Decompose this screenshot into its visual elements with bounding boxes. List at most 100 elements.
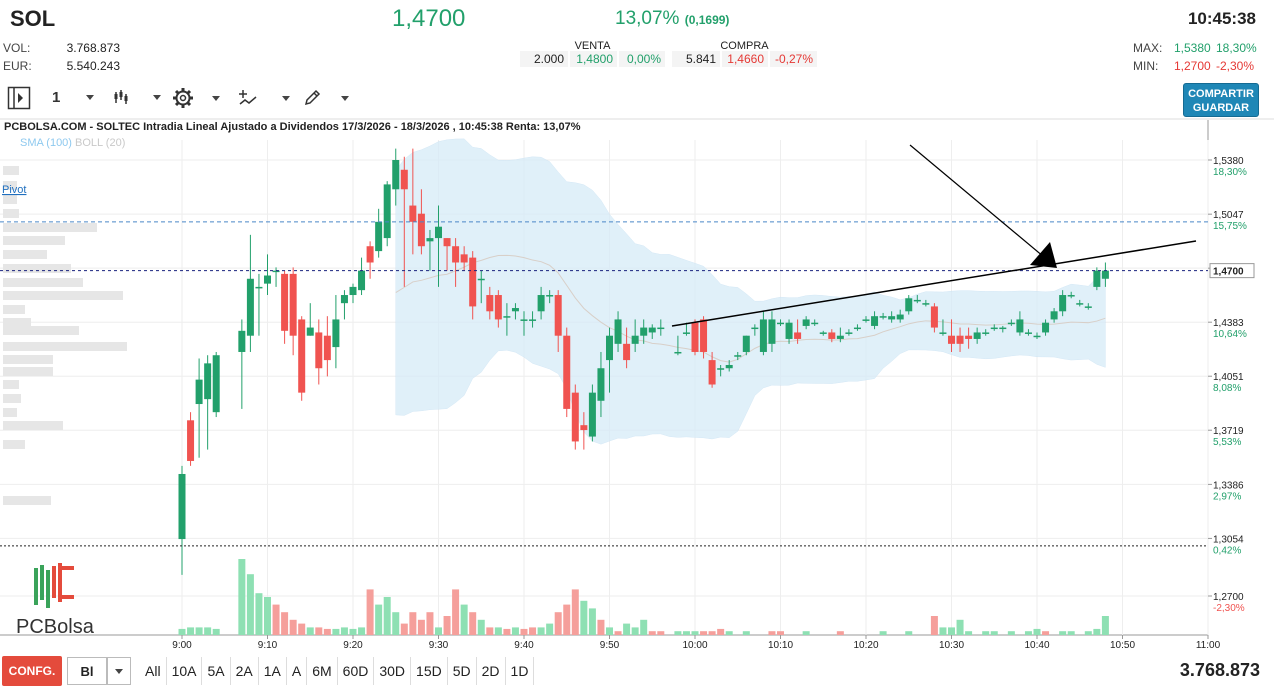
compra-qty: 5.841 — [672, 51, 720, 67]
candle-body — [913, 299, 921, 302]
candle-body — [768, 319, 776, 344]
volume-bar — [255, 593, 263, 635]
panel-toggle-icon[interactable] — [7, 86, 31, 110]
period-10a[interactable]: 10A — [167, 657, 203, 685]
x-tick-label: 10:30 — [939, 640, 964, 651]
candles-icon — [114, 90, 128, 104]
volume-bar — [588, 608, 596, 635]
y-tick-label: 1,4051 — [1213, 372, 1244, 383]
volume-bar — [281, 612, 289, 635]
candle-body — [511, 308, 519, 312]
price-chart[interactable]: 1,538018,30%1,504715,75%1,47151,438310,6… — [0, 0, 1274, 656]
gear-icon — [173, 88, 193, 108]
y-tick-pct: 0,42% — [1213, 545, 1241, 556]
period-a[interactable]: A — [287, 657, 308, 685]
bollinger-mid — [395, 254, 1106, 363]
period-1d[interactable]: 1D — [506, 657, 535, 685]
y-tick-label: 1,4383 — [1213, 318, 1244, 329]
max-value: 1,5380 — [1174, 41, 1211, 55]
candle-body — [571, 392, 579, 442]
y-tick-pct: 18,30% — [1213, 167, 1247, 178]
x-tick-label: 10:20 — [853, 640, 878, 651]
period-1a[interactable]: 1A — [259, 657, 287, 685]
candle-body — [1093, 270, 1101, 287]
volume-bar — [195, 627, 203, 635]
vol-label: VOL: — [3, 41, 31, 55]
volume-bar — [956, 619, 964, 635]
candle-body — [1007, 322, 1015, 325]
volume-bar — [1084, 631, 1092, 635]
candle-body — [460, 254, 468, 263]
venta-price: 1,4800 — [570, 51, 617, 67]
profile-bar — [3, 421, 63, 430]
volume-bar — [315, 627, 323, 635]
candle-body — [811, 322, 819, 325]
y-tick-label: 1,3054 — [1213, 534, 1244, 545]
mode-dropdown[interactable] — [107, 657, 131, 685]
candlesticks — [178, 148, 1109, 575]
volume-bar — [554, 612, 562, 635]
profile-bar — [3, 367, 53, 376]
candle-body — [255, 286, 263, 289]
mode-button[interactable]: Bl — [67, 657, 107, 685]
volume-bar — [409, 612, 417, 635]
period-6m[interactable]: 6M — [307, 657, 338, 685]
candle-body — [759, 319, 767, 352]
profile-bar — [3, 278, 83, 287]
volume-bar — [1059, 631, 1067, 635]
last-price: 1,4700 — [392, 5, 466, 32]
chart-type-selector[interactable] — [113, 88, 161, 106]
volume-bar — [494, 627, 502, 635]
candle-body — [939, 332, 947, 334]
period-15d[interactable]: 15D — [411, 657, 448, 685]
candle-body — [794, 332, 802, 339]
x-tick-label: 9:20 — [343, 640, 363, 651]
logo-text: PCBolsa — [16, 616, 95, 638]
volume-bar — [606, 627, 613, 635]
period-5a[interactable]: 5A — [202, 657, 231, 685]
volume-bar — [417, 619, 425, 635]
volume-bar — [836, 631, 844, 635]
volume-bar — [640, 619, 648, 635]
venta-header: VENTA — [574, 40, 611, 52]
candle-body — [742, 335, 750, 352]
candle-body — [529, 319, 537, 321]
indicators-selector[interactable] — [238, 89, 290, 107]
profile-bar — [3, 181, 17, 190]
share-label: COMPARTIR — [1188, 88, 1254, 100]
volume-bar — [383, 597, 391, 635]
volume-bar — [323, 628, 331, 635]
profile-bar — [3, 408, 17, 417]
bollinger-area — [395, 138, 1106, 445]
user-drawings[interactable] — [671, 144, 1197, 327]
settings-selector[interactable] — [172, 87, 220, 109]
period-5d[interactable]: 5D — [448, 657, 477, 685]
candle-body — [289, 273, 297, 336]
candle-body — [417, 213, 425, 247]
candle-body — [802, 319, 810, 326]
candle-body — [494, 295, 502, 320]
candle-body — [777, 322, 784, 325]
period-2a[interactable]: 2A — [231, 657, 259, 685]
period-all[interactable]: All — [140, 657, 167, 685]
logo-bar — [62, 595, 74, 599]
volume-bar — [537, 627, 545, 635]
y-tick-pct: 15,75% — [1213, 221, 1247, 232]
y-tick-pct: 5,53% — [1213, 437, 1241, 448]
volume-bar — [306, 627, 314, 635]
period-60d[interactable]: 60D — [338, 657, 375, 685]
volume-bar — [358, 627, 366, 635]
volume-bar — [375, 604, 383, 635]
period-2d[interactable]: 2D — [477, 657, 506, 685]
drawing-selector[interactable] — [303, 89, 349, 107]
period-30d[interactable]: 30D — [374, 657, 412, 685]
candle-body — [1059, 295, 1067, 312]
volume-bar — [965, 631, 973, 635]
share-save-button[interactable]: COMPARTIR GUARDAR — [1183, 83, 1259, 117]
interval-selector[interactable]: 1 — [52, 89, 95, 106]
volume-bar — [460, 604, 468, 635]
config-button[interactable]: CONFG. — [2, 656, 62, 686]
candle-body — [187, 420, 195, 461]
candle-body — [631, 335, 639, 344]
candle-body — [990, 327, 998, 330]
